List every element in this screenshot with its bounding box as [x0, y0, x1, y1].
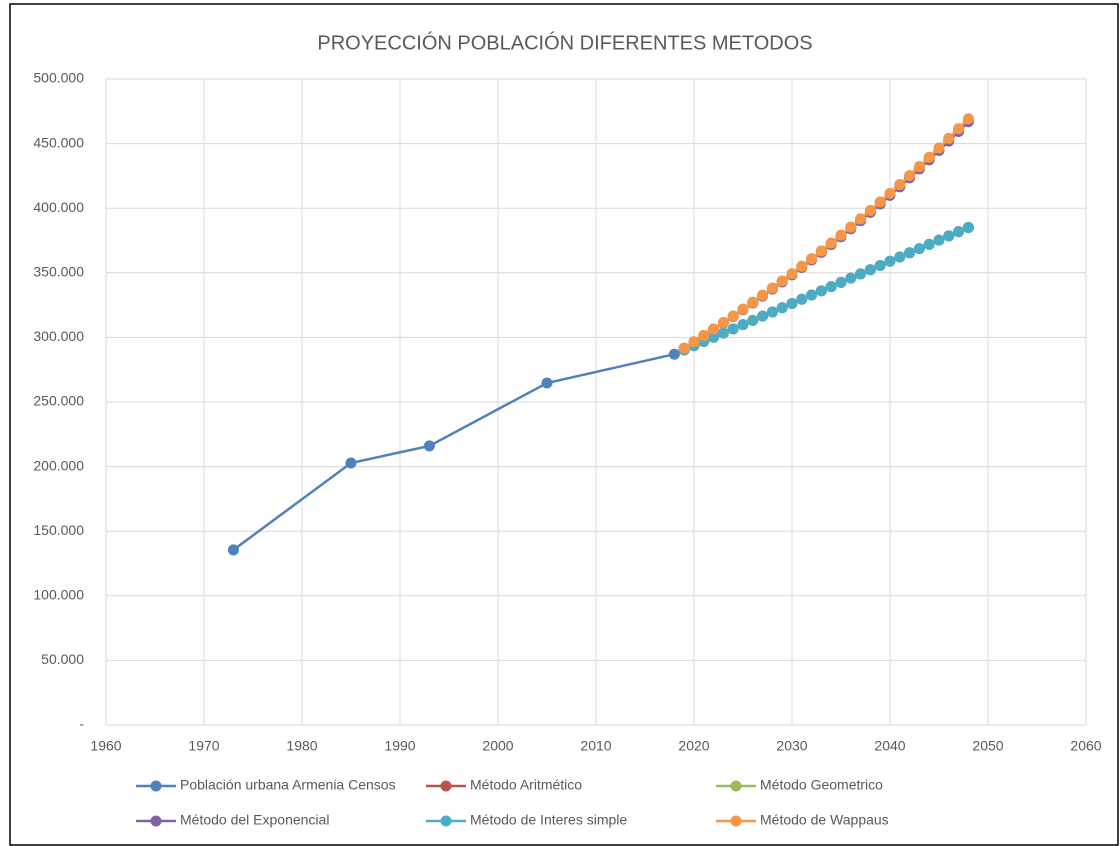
data-point [835, 276, 847, 288]
data-point [766, 282, 778, 294]
y-tick-label: 50.000 [41, 651, 84, 667]
data-point [913, 243, 925, 255]
chart-title: PROYECCIÓN POBLACIÓN DIFERENTES METODOS [317, 31, 812, 54]
data-point [904, 247, 916, 259]
data-point [825, 281, 837, 293]
data-point [786, 268, 798, 280]
data-point [815, 245, 827, 257]
data-point [776, 302, 788, 314]
legend-label: Método Geometrico [760, 777, 883, 793]
data-point [815, 285, 827, 297]
data-point [874, 259, 886, 271]
data-point [845, 272, 857, 284]
x-tick-label: 1990 [384, 738, 415, 754]
x-tick-label: 2050 [972, 738, 1003, 754]
legend-marker [440, 815, 452, 827]
data-point [786, 297, 798, 309]
data-point [541, 377, 553, 389]
legend-label: Población urbana Armenia Censos [180, 777, 396, 793]
y-tick-label: 300.000 [33, 328, 84, 344]
data-point [708, 331, 720, 343]
data-point [757, 310, 769, 322]
legend-label: Método Aritmético [470, 777, 582, 793]
data-point [678, 342, 690, 354]
data-point [874, 196, 886, 208]
data-point [737, 303, 749, 315]
data-point [825, 237, 837, 249]
data-point [698, 329, 710, 341]
y-tick-label: 350.000 [33, 264, 84, 280]
legend-marker [440, 780, 452, 792]
y-tick-label: 100.000 [33, 587, 84, 603]
data-point [845, 221, 857, 233]
data-point [864, 205, 876, 217]
data-point [345, 457, 357, 469]
y-tick-label: 400.000 [33, 199, 84, 215]
data-point [727, 323, 739, 335]
y-tick-label: 200.000 [33, 457, 84, 473]
data-point [894, 251, 906, 263]
x-tick-label: 2010 [580, 738, 611, 754]
data-point [933, 234, 945, 246]
y-tick-label: - [79, 716, 84, 732]
data-point [717, 327, 729, 339]
data-point [884, 255, 896, 267]
x-tick-label: 2060 [1070, 738, 1101, 754]
legend-marker [730, 780, 742, 792]
x-tick-label: 2020 [678, 738, 709, 754]
data-point [943, 230, 955, 242]
x-tick-label: 1970 [188, 738, 219, 754]
y-tick-label: 450.000 [33, 134, 84, 150]
data-point [913, 161, 925, 173]
data-point [806, 289, 818, 301]
x-tick-label: 1960 [90, 738, 121, 754]
data-point [894, 179, 906, 191]
data-point [884, 187, 896, 199]
chart-frame [9, 3, 1119, 846]
data-point [727, 310, 739, 322]
data-point [855, 213, 867, 225]
data-point [962, 113, 974, 125]
data-point [835, 229, 847, 241]
data-point [423, 440, 435, 452]
data-point [766, 306, 778, 318]
data-point [953, 123, 965, 135]
data-point [776, 275, 788, 287]
data-point [717, 317, 729, 329]
x-tick-label: 1980 [286, 738, 317, 754]
data-point [688, 336, 700, 348]
data-point [747, 296, 759, 308]
data-point [796, 293, 808, 305]
legend-label: Método del Exponencial [180, 812, 329, 828]
data-point [806, 253, 818, 265]
data-point [708, 323, 720, 335]
data-point [933, 142, 945, 154]
data-point [943, 132, 955, 144]
data-point [855, 268, 867, 280]
data-point [923, 238, 935, 250]
data-point [953, 226, 965, 238]
data-point [737, 319, 749, 331]
legend-marker [150, 780, 162, 792]
legend-label: Método de Wappaus [760, 812, 889, 828]
data-point [668, 348, 680, 360]
legend-marker [150, 815, 162, 827]
data-point [757, 289, 769, 301]
data-point [923, 151, 935, 163]
data-point [796, 260, 808, 272]
y-tick-label: 150.000 [33, 522, 84, 538]
x-tick-label: 2040 [874, 738, 905, 754]
y-tick-label: 500.000 [33, 70, 84, 86]
y-tick-label: 250.000 [33, 393, 84, 409]
x-tick-label: 2000 [482, 738, 513, 754]
data-point [864, 264, 876, 276]
data-point [227, 544, 239, 556]
data-point [962, 221, 974, 233]
legend-marker [730, 815, 742, 827]
legend-label: Método de Interes simple [470, 812, 627, 828]
data-point [747, 314, 759, 326]
data-point [904, 170, 916, 182]
x-tick-label: 2030 [776, 738, 807, 754]
